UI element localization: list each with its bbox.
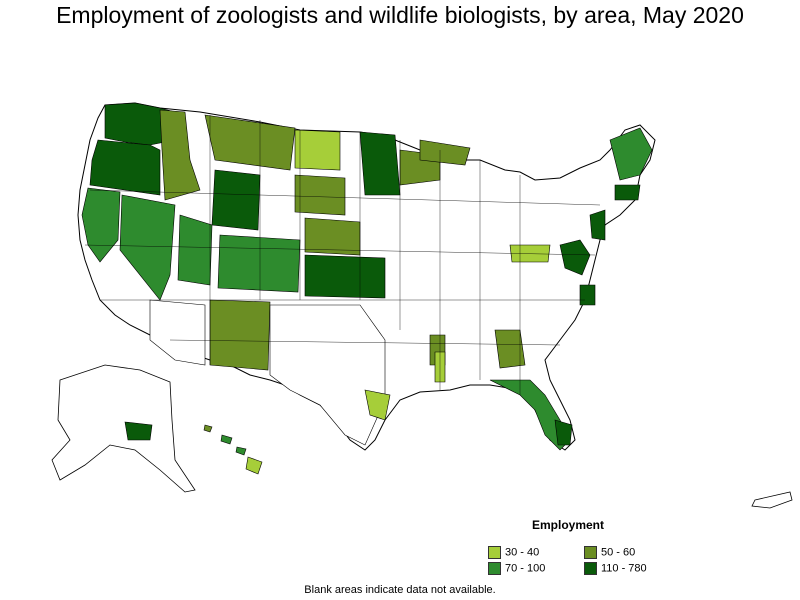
legend-title: Employment [532,518,605,532]
region-idaho [159,109,201,201]
region-texas [269,304,386,446]
legend-swatch [488,546,501,559]
region-new-england [609,127,653,181]
region-new-jersey [589,209,606,241]
legend-item: 30 - 40 [488,546,539,559]
region-montana [204,114,296,171]
region-wyoming [211,169,261,231]
region-virginia-coast [579,284,596,306]
region-kansas [304,254,386,299]
map-title: Employment of zoologists and wildlife bi… [56,2,744,28]
region-new-mexico [209,299,271,371]
legend-swatch [584,562,597,575]
region-north-california [81,187,121,263]
footnote: Blank areas indicate data not available. [304,584,496,596]
region-oregon [89,139,161,196]
legend-item: 110 - 780 [584,562,647,575]
region-texas-gulf [364,389,391,421]
region-michigan-upper [419,139,471,166]
region-nevada [119,194,176,301]
region-mid-atlantic [559,239,591,276]
legend-swatch [488,562,501,575]
region-hawaii [203,424,263,475]
region-alaska [51,364,196,493]
region-minnesota [359,131,401,196]
region-south-dakota [294,174,346,216]
area-boundaries [84,115,601,395]
region-north-dakota [294,129,341,171]
region-arizona [149,299,206,366]
region-georgia [494,329,526,369]
region-florida-south [554,419,573,446]
region-colorado [217,234,301,293]
legend-swatch [584,546,597,559]
legend-item: 70 - 100 [488,562,545,575]
region-massachusetts [614,184,641,201]
legend-item: 50 - 60 [584,546,635,559]
region-puerto-rico [751,491,793,509]
region-utah [177,214,213,286]
region-alaska-south [124,421,153,441]
